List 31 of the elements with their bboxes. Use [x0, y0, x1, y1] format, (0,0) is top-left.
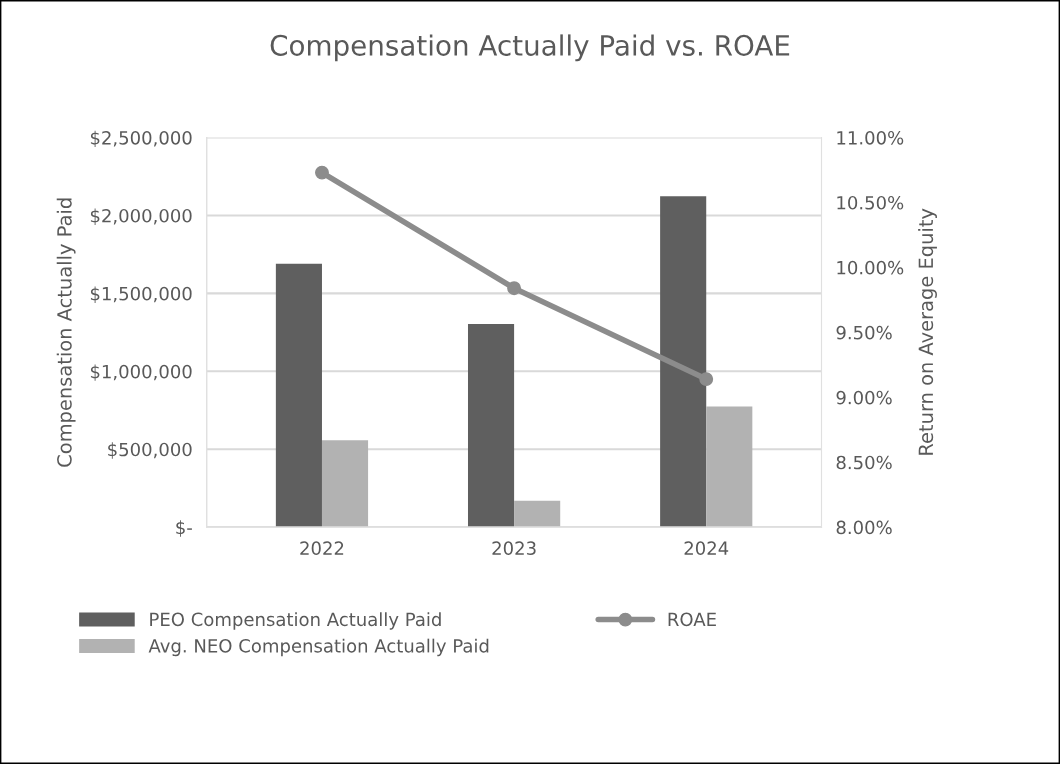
y2-tick-label: 8.00%	[836, 520, 892, 535]
bar	[514, 500, 561, 528]
y-tick-label: $2,000,000	[90, 208, 192, 225]
y2-tick-label: 10.00%	[837, 260, 904, 275]
y-tick-label: $1,500,000	[90, 286, 192, 303]
y-tick-label: $-	[176, 520, 192, 537]
point	[315, 165, 329, 180]
y2-axis-title: Return on Average Equity	[918, 208, 937, 455]
bar	[321, 440, 369, 528]
x-tick-label: 2024	[684, 541, 729, 556]
legend-label: PEO Compensation Actually Paid	[150, 612, 441, 630]
point	[699, 372, 714, 387]
x-tick-label: 2023	[492, 541, 536, 556]
y-tick-label: $500,000	[108, 442, 192, 459]
y2-tick-label: 9.50%	[836, 325, 892, 340]
x-tick-label: 2022	[300, 541, 344, 556]
y2-tick-label: 8.50%	[836, 455, 892, 470]
y2-tick-label: 11.00%	[837, 130, 904, 145]
point	[507, 281, 522, 296]
y2-tick-label: 10.50%	[837, 195, 904, 210]
y-tick-label: $2,500,000	[90, 130, 192, 148]
chart-title: Compensation Actually Paid vs. ROAE	[270, 34, 790, 62]
bar	[275, 263, 322, 528]
legend-label: ROAE	[668, 612, 716, 627]
y-tick-label: $1,000,000	[90, 364, 192, 381]
bar	[706, 406, 753, 528]
bar	[660, 196, 707, 528]
bar	[467, 323, 515, 528]
y2-tick-label: 9.00%	[836, 390, 892, 405]
y-axis-title: Compensation Actually Paid	[56, 198, 76, 467]
legend-label: Avg. NEO Compensation Actually Paid	[148, 638, 489, 657]
